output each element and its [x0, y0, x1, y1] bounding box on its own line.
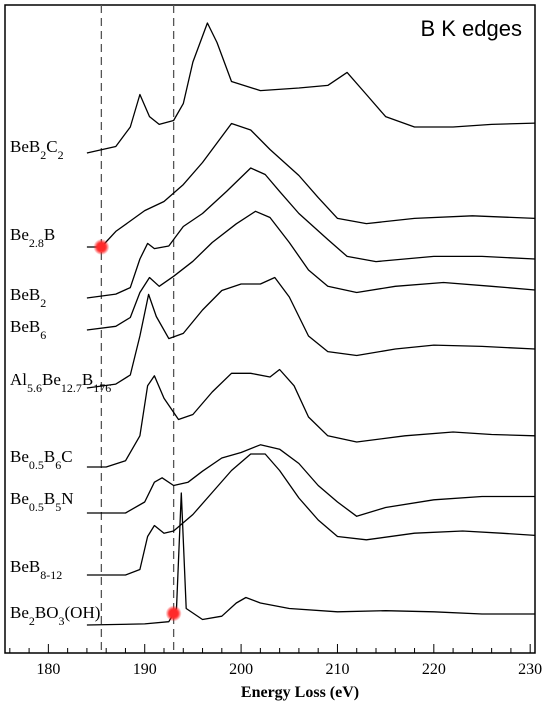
- x-tick-label: 180: [36, 661, 60, 678]
- series-labels: BeB2C2 Be2.8B BeB2 BeB6 Al5.6Be12.7B176 Be0.5…: [10, 137, 111, 628]
- series-line: [86, 167, 536, 299]
- highlight-dot: [169, 609, 178, 618]
- x-tick-label: 200: [229, 661, 253, 678]
- x-tick-label: 220: [422, 661, 446, 678]
- x-axis-label: Energy Loss (eV): [241, 684, 359, 701]
- series-line: [86, 453, 536, 576]
- series-line: [86, 276, 536, 389]
- series-label: Be0.5B5N: [10, 489, 74, 514]
- series-label: Be2.8B: [10, 225, 55, 250]
- series-line: [86, 492, 535, 626]
- x-tick-label: 230: [518, 661, 542, 678]
- chart-title: B K edges: [420, 16, 522, 41]
- series-label: BeB8-12: [10, 557, 62, 582]
- series-label: BeB6: [10, 317, 46, 342]
- series-label: Be2BO3(OH): [10, 603, 100, 628]
- plot-frame: [4, 4, 536, 654]
- x-tick-label: 190: [133, 661, 157, 678]
- series-label: Al5.6Be12.7B176: [10, 370, 111, 395]
- series-line: [86, 444, 535, 517]
- series-layer: [86, 22, 536, 626]
- series-label: Be0.5B6C: [10, 447, 73, 472]
- series-label: BeB2C2: [10, 137, 64, 162]
- reference-lines: [100, 5, 175, 653]
- highlight-markers: [93, 239, 182, 622]
- series-label: BeB2: [10, 285, 46, 310]
- x-ticks: 180 190 200 210 220 230: [9, 644, 542, 678]
- x-tick-label: 210: [325, 661, 349, 678]
- series-line: [86, 210, 536, 331]
- axes-box: [4, 4, 536, 654]
- series-line: [86, 368, 536, 468]
- highlight-dot: [97, 242, 106, 252]
- series-line: [86, 122, 536, 248]
- series-line: [86, 22, 536, 154]
